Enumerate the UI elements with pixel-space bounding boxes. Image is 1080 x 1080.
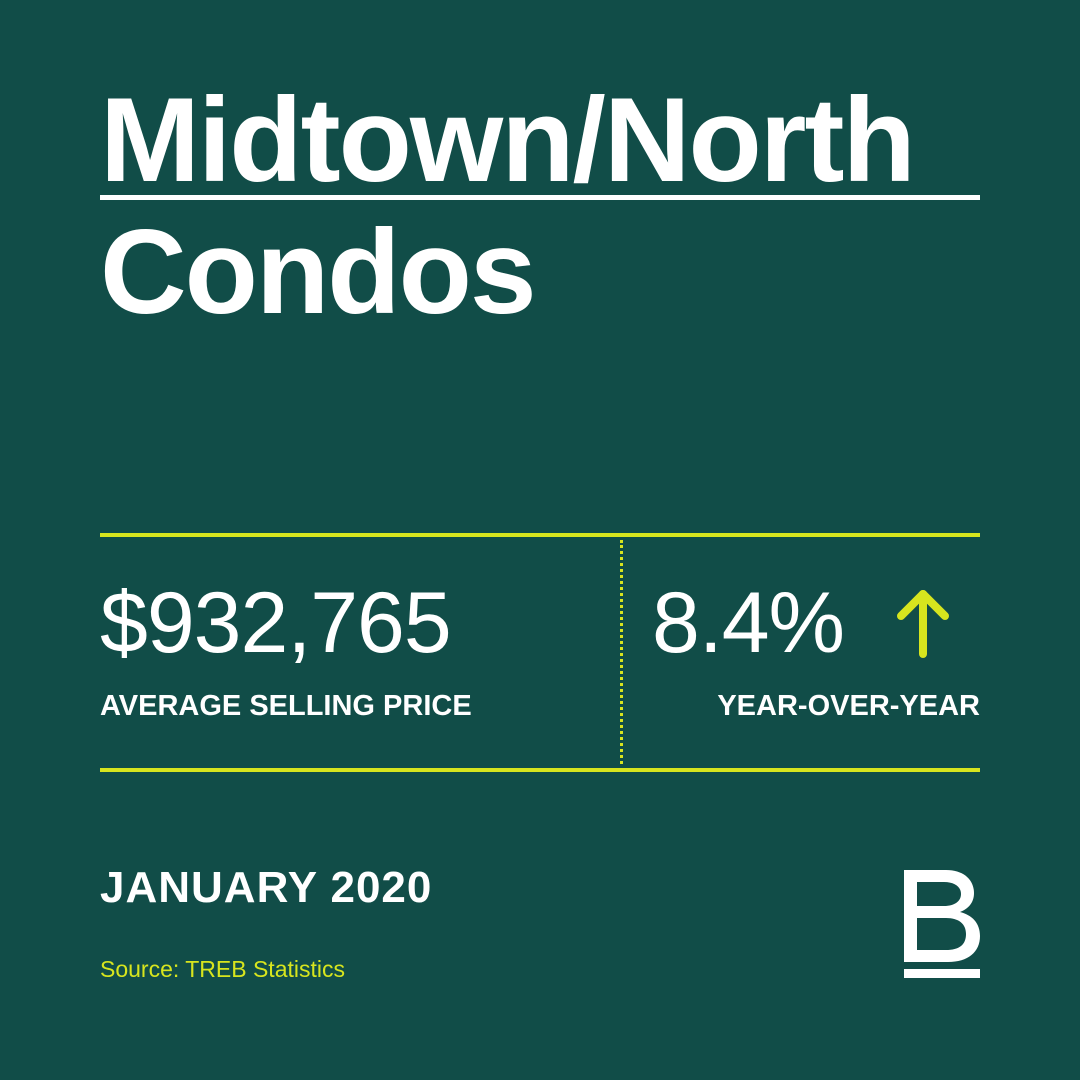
yoy-change-value: 8.4% [652,575,845,671]
average-price-label: AVERAGE SELLING PRICE [100,690,472,722]
title-line-1: Midtown/North [100,73,916,207]
arrow-up-icon [897,590,949,658]
average-price-value: $932,765 [100,575,452,671]
vertical-dotted-divider [620,540,623,764]
title-underline [100,195,980,200]
brand-b-logo [904,870,980,978]
title-line-2: Condos [100,205,537,339]
source-note: Source: TREB Statistics [100,956,345,982]
bottom-divider-rule [100,768,980,772]
report-date: JANUARY 2020 [100,863,433,912]
top-divider-rule [100,533,980,537]
yoy-change-label: YEAR-OVER-YEAR [717,690,980,722]
